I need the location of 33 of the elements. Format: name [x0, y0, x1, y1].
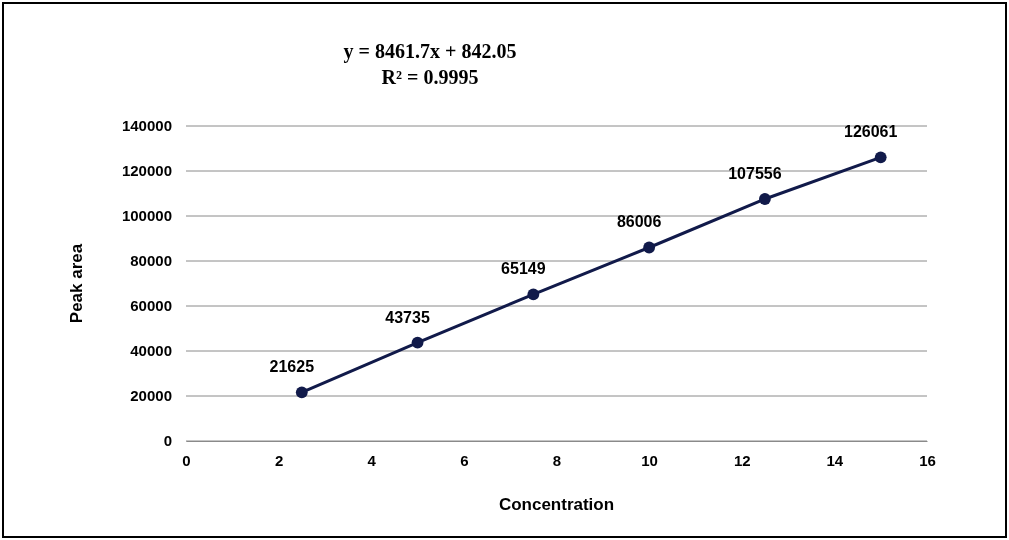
data-label: 21625 — [269, 358, 315, 376]
x-tick-label: 12 — [733, 451, 751, 469]
y-tick-label: 140000 — [121, 117, 172, 135]
point — [295, 386, 308, 399]
y-tick-label: 120000 — [121, 162, 172, 180]
x-tick-label: 0 — [182, 451, 191, 469]
y-tick-label: 80000 — [130, 252, 172, 270]
data-label: 86006 — [616, 213, 662, 231]
y-tick-label: 100000 — [121, 207, 172, 225]
x-tick-label: 6 — [460, 451, 469, 469]
y-axis-title: Peak area — [67, 243, 86, 324]
y-tick-label: 40000 — [130, 342, 172, 360]
chart-title: y = 8461.7x + 842.05 — [343, 40, 517, 63]
data-label: 43735 — [385, 308, 430, 326]
point — [758, 193, 771, 205]
point — [527, 288, 540, 301]
x-tick-label: 8 — [552, 451, 562, 469]
x-tick-label: 2 — [274, 451, 284, 469]
data-label: 126061 — [843, 123, 898, 141]
point — [411, 336, 424, 349]
x-tick-label: 14 — [826, 451, 844, 469]
point — [643, 241, 656, 254]
y-tick-label: 0 — [163, 432, 172, 450]
data-label: 65149 — [501, 260, 546, 278]
point — [874, 151, 887, 164]
y-tick-label: 20000 — [130, 387, 172, 405]
x-axis-title: Concentration — [498, 495, 615, 514]
x-tick-label: 10 — [641, 451, 658, 469]
x-tick-label: 16 — [919, 451, 936, 469]
data-label: 107556 — [728, 165, 782, 182]
x-tick-label: 4 — [367, 451, 377, 469]
chart-subtitle: R² = 0.9995 — [381, 66, 479, 88]
y-tick-label: 60000 — [130, 297, 172, 315]
